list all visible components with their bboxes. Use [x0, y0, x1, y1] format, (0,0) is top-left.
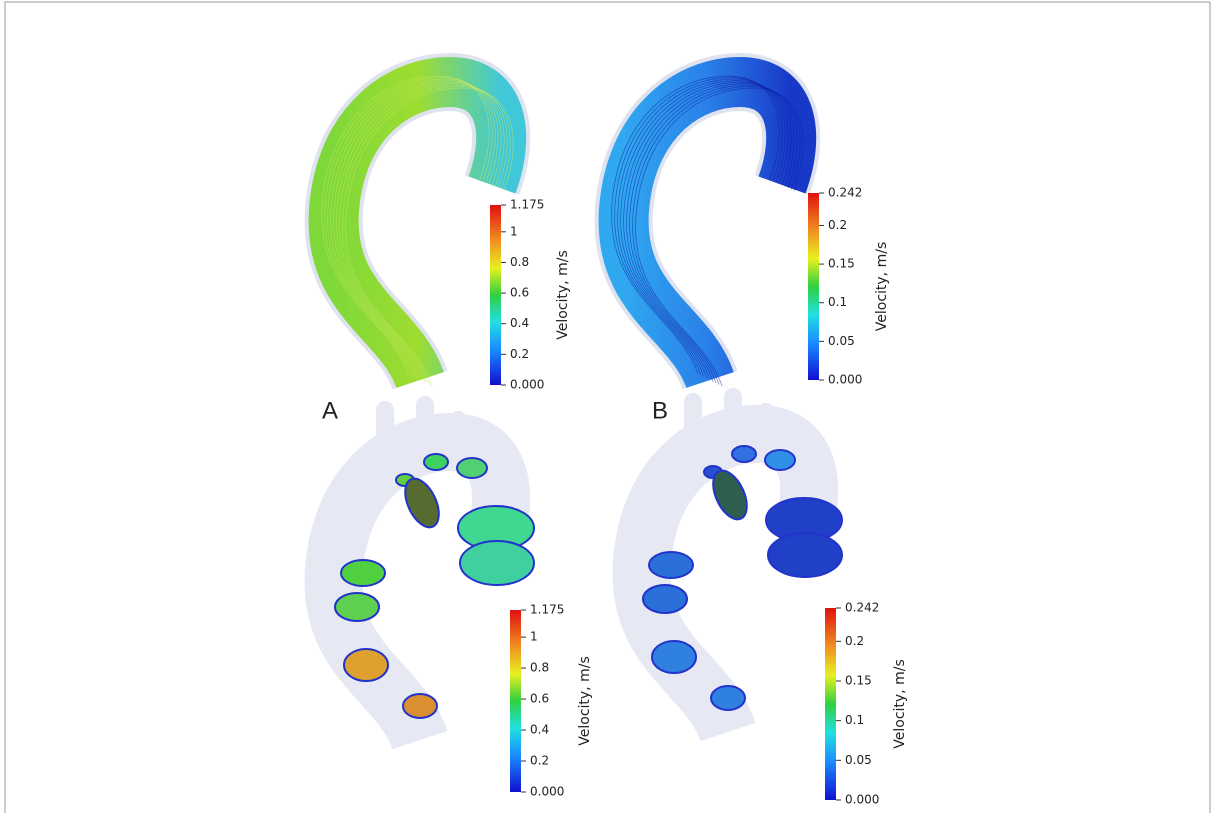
tick-label: 0.8 — [510, 255, 529, 269]
cross-section — [335, 593, 379, 621]
cross-section — [424, 454, 448, 470]
tick-label: 1.175 — [530, 603, 564, 617]
tick-label: 0.1 — [845, 713, 864, 727]
tick-label: 0.2 — [530, 754, 549, 768]
tick-label: 0.6 — [510, 286, 529, 300]
colorbar-title: Velocity, m/s — [555, 250, 571, 339]
cross-section — [711, 686, 745, 710]
colorbar — [808, 193, 819, 380]
frame — [5, 2, 1210, 813]
tick-label: 1 — [510, 224, 518, 238]
tick-label: 0.242 — [845, 601, 879, 615]
cross-section — [643, 585, 687, 613]
colorbar-title: Velocity, m/s — [577, 656, 593, 745]
tick-label: 0.2 — [845, 634, 864, 648]
tick-label: 0.4 — [510, 316, 529, 330]
tick-label: 0.15 — [845, 673, 872, 687]
tick-label: 0.05 — [845, 753, 872, 767]
tick-label: 0.05 — [828, 334, 855, 348]
tick-label: 0.000 — [510, 378, 544, 392]
tick-label: 0.6 — [530, 692, 549, 706]
tick-label: 1.175 — [510, 198, 544, 212]
cross-section — [732, 446, 756, 462]
tick-label: 0.242 — [828, 186, 862, 200]
cross-section — [341, 560, 385, 586]
cross-section — [457, 458, 487, 478]
tick-label: 0.8 — [530, 661, 549, 675]
cross-section — [403, 694, 437, 718]
aorta-streamlines — [612, 5, 804, 386]
cross-section — [765, 450, 795, 470]
tick-label: 0.2 — [510, 347, 529, 361]
colorbar — [510, 610, 521, 792]
tick-label: 1 — [530, 630, 538, 644]
aorta-sections — [642, 397, 842, 732]
colorbar — [825, 608, 836, 800]
colorbar-title: Velocity, m/s — [892, 659, 908, 748]
colorbar — [490, 205, 501, 385]
tick-label: 0.15 — [828, 257, 855, 271]
tick-label: 0.2 — [828, 218, 847, 232]
cross-section — [649, 552, 693, 578]
cross-section — [460, 541, 534, 585]
panel-label: A — [322, 397, 338, 424]
cross-section — [652, 641, 696, 673]
tick-label: 0.1 — [828, 295, 847, 309]
figure: 0.000 0.2 0.4 0.6 0.8 1 1.175 Velocity, m/s A 0.0… — [0, 0, 1215, 813]
panel-label: B — [652, 397, 668, 424]
colorbar-title: Velocity, m/s — [874, 242, 890, 331]
aorta-sections — [334, 405, 534, 740]
cross-section — [344, 649, 388, 681]
aorta-streamlines — [322, 5, 514, 386]
tick-label: 0.4 — [530, 723, 549, 737]
tick-label: 0.000 — [828, 373, 862, 387]
tick-label: 0.000 — [530, 785, 564, 799]
tick-label: 0.000 — [845, 793, 879, 807]
cross-section — [768, 533, 842, 577]
